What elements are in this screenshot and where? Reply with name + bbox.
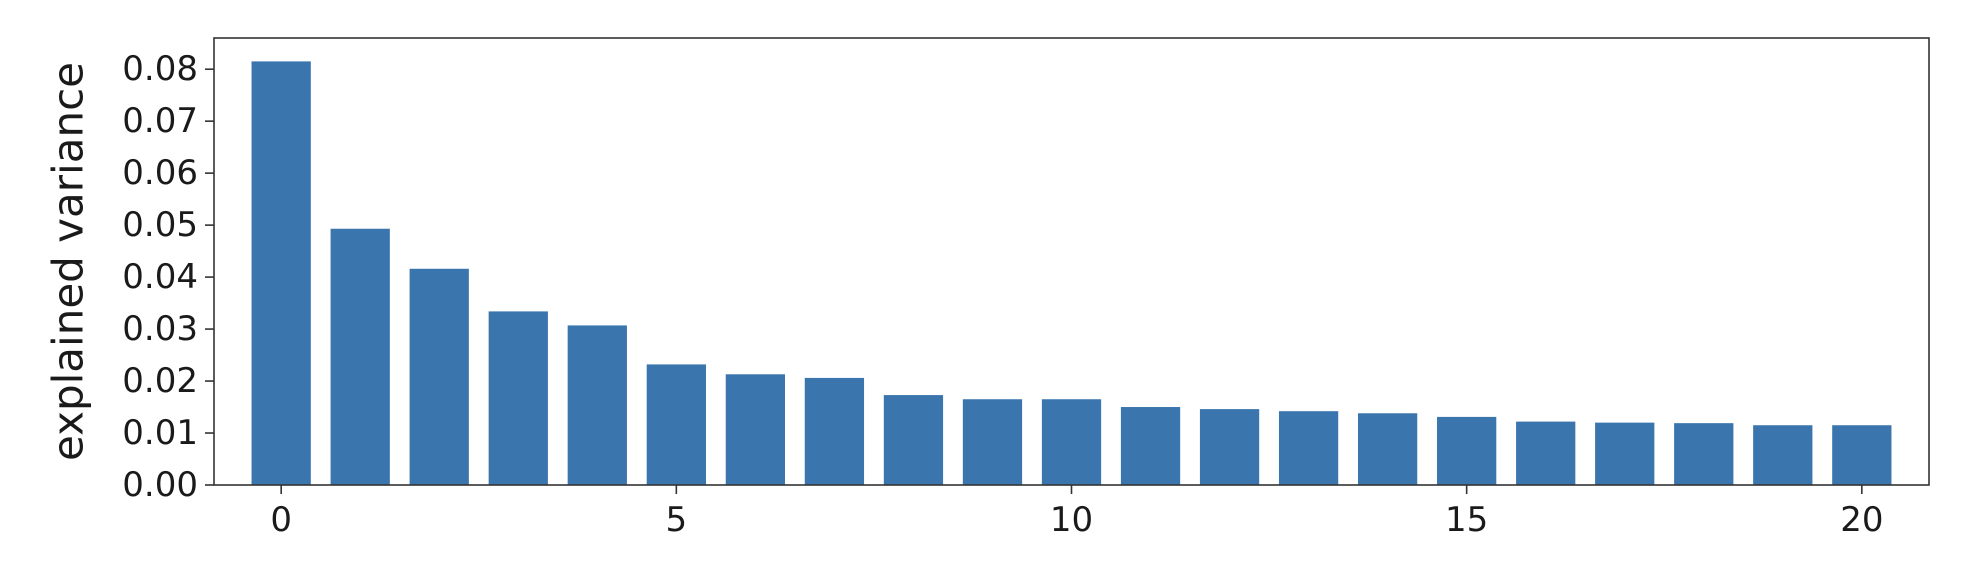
y-tick-label: 0.01	[122, 413, 198, 453]
bars-group	[251, 61, 1892, 485]
bar-1	[330, 228, 390, 485]
bar-19	[1753, 425, 1813, 485]
bar-7	[804, 377, 865, 485]
bar-12	[1199, 409, 1260, 485]
bar-3	[488, 311, 548, 485]
x-tick-label: 15	[1445, 500, 1488, 540]
x-ticks-group: 0 5 10 15 20	[270, 485, 1883, 540]
bar-8	[883, 395, 944, 485]
x-tick-label: 5	[666, 500, 688, 540]
y-tick-label: 0.06	[122, 153, 198, 193]
bar-17	[1595, 422, 1655, 485]
bar-11	[1120, 407, 1181, 485]
x-tick-label: 0	[270, 500, 292, 540]
y-tick-label: 0.08	[122, 49, 198, 89]
bar-16	[1516, 421, 1576, 485]
bar-14	[1357, 413, 1418, 485]
bar-15	[1437, 416, 1497, 485]
x-tick-label: 20	[1840, 500, 1883, 540]
bar-13	[1278, 411, 1339, 485]
bar-20	[1832, 425, 1892, 485]
y-tick-label: 0.03	[122, 309, 198, 349]
bar-4	[567, 325, 627, 485]
bar-9	[962, 399, 1023, 485]
plot-frame	[213, 37, 1930, 486]
bar-2	[409, 268, 469, 485]
y-tick-label: 0.02	[122, 361, 198, 401]
y-tick-label: 0.05	[122, 205, 198, 245]
y-tick-label: 0.07	[122, 101, 198, 141]
bar-18	[1674, 423, 1734, 485]
y-ticks-group: 0.00 0.01 0.02 0.03 0.04 0.05 0.06 0.07 0.08	[122, 49, 214, 505]
bar-5	[646, 364, 706, 485]
bar-0	[251, 61, 311, 485]
y-tick-label: 0.00	[122, 465, 198, 505]
y-axis-label: explained variance	[44, 62, 93, 461]
bar-10	[1041, 399, 1102, 485]
x-tick-label: 10	[1050, 500, 1093, 540]
y-tick-label: 0.04	[122, 257, 198, 297]
bar-6	[725, 374, 785, 485]
